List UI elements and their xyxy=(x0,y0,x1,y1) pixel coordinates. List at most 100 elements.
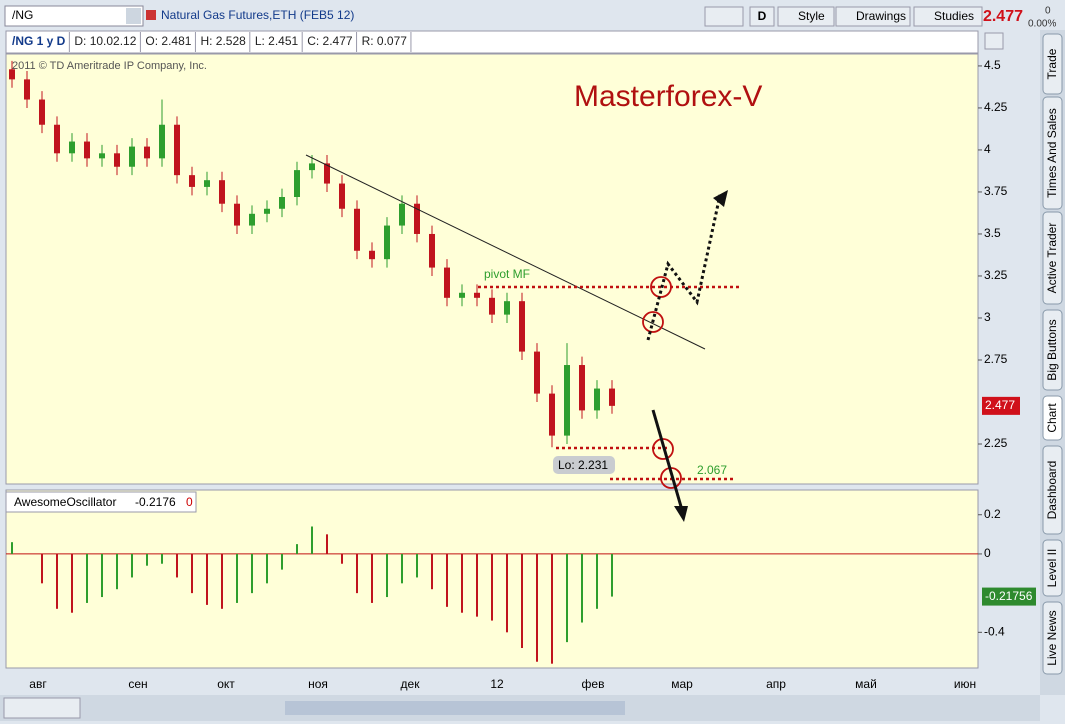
candle-body xyxy=(504,301,510,315)
y-tick-label: 3.75 xyxy=(984,184,1008,198)
period: D xyxy=(758,9,767,23)
target-label: 2.067 xyxy=(697,463,727,477)
candle-body xyxy=(579,365,585,411)
candle-body xyxy=(39,99,45,125)
candle-body xyxy=(534,351,540,394)
candle-body xyxy=(84,141,90,159)
candle-body xyxy=(414,203,420,234)
candle-body xyxy=(429,233,435,268)
info-field: O: 2.481 xyxy=(145,34,191,48)
period-button[interactable] xyxy=(749,6,775,27)
side-tab[interactable] xyxy=(1042,601,1063,675)
side-tab-label: Live News xyxy=(1045,610,1059,665)
candle-body xyxy=(594,388,600,411)
candle-body xyxy=(249,213,255,226)
candle-body xyxy=(24,79,30,100)
info-field: H: 2.528 xyxy=(200,34,246,48)
button-label: Style xyxy=(798,9,825,23)
toolbar-button[interactable] xyxy=(835,6,911,27)
trend-line xyxy=(305,154,706,350)
candle-body xyxy=(339,183,345,209)
side-tab[interactable] xyxy=(1042,395,1063,441)
y-tick-label: 2.75 xyxy=(984,352,1008,366)
side-tab[interactable] xyxy=(1042,539,1063,597)
info-field: R: 0.077 xyxy=(362,34,408,48)
symbol-box[interactable] xyxy=(4,5,144,27)
x-label: фев xyxy=(582,677,605,691)
candle-body xyxy=(519,301,525,352)
side-tab-label: Active Trader xyxy=(1045,223,1059,294)
candle-body xyxy=(384,225,390,260)
candle-body xyxy=(369,250,375,260)
y-tick-label: 3 xyxy=(984,310,991,324)
toolbar-button[interactable] xyxy=(777,6,835,27)
candle-body xyxy=(144,146,150,159)
info-field: L: 2.451 xyxy=(255,34,299,48)
toolbar-button[interactable] xyxy=(913,6,983,27)
x-label: май xyxy=(855,677,877,691)
candle-body xyxy=(234,203,240,226)
change-pct: 0.00% xyxy=(1028,19,1056,30)
last-price: 2.477 xyxy=(983,8,1023,25)
osc-last-label: -0.21756 xyxy=(985,589,1033,603)
side-tab[interactable] xyxy=(1042,33,1063,95)
candle-body xyxy=(444,267,450,298)
candle-body xyxy=(69,141,75,154)
side-tab-label: Dashboard xyxy=(1045,461,1059,520)
arrow-head xyxy=(713,190,728,207)
candle-body xyxy=(294,170,300,197)
tool-buttons[interactable] xyxy=(704,6,744,27)
osc-value: -0.2176 xyxy=(135,495,176,509)
info-bar xyxy=(5,30,979,54)
low-label: Lo: 2.231 xyxy=(558,458,608,472)
side-tab[interactable] xyxy=(1042,309,1063,391)
candle-body xyxy=(159,124,165,159)
last-label: 2.477 xyxy=(985,398,1015,412)
info-field: /NG 1 y D xyxy=(12,34,66,48)
change: 0 xyxy=(1045,6,1051,17)
watermark: Masterforex-V xyxy=(574,80,762,113)
side-tab[interactable] xyxy=(1042,445,1063,535)
side-tab[interactable] xyxy=(1042,96,1063,210)
zoom-buttons[interactable] xyxy=(3,697,81,719)
forecast-up xyxy=(646,194,722,341)
chart-icon[interactable] xyxy=(984,32,1004,50)
side-tab-label: Trade xyxy=(1045,48,1059,79)
y-tick-label: 4.25 xyxy=(984,100,1008,114)
side-tab[interactable] xyxy=(1042,211,1063,305)
button-label: Studies xyxy=(934,9,974,23)
candle-body xyxy=(459,292,465,298)
side-tab-label: Chart xyxy=(1045,403,1059,433)
x-label: авг xyxy=(29,677,47,691)
pivot-label: pivot MF xyxy=(484,267,530,281)
candle-body xyxy=(174,124,180,176)
osc-last-box xyxy=(982,587,1036,606)
x-label: дек xyxy=(401,677,421,691)
arrow-head xyxy=(674,506,688,522)
low-box xyxy=(553,456,615,474)
x-label: сен xyxy=(128,677,147,691)
x-label: окт xyxy=(217,677,235,691)
x-label: апр xyxy=(766,677,786,691)
candle-body xyxy=(114,153,120,167)
candle-body xyxy=(354,208,360,251)
scrollbar-thumb[interactable] xyxy=(285,701,625,715)
x-label: июн xyxy=(954,677,976,691)
circles xyxy=(642,276,682,489)
candle-body xyxy=(54,124,60,154)
info-field: D: 10.02.12 xyxy=(74,34,136,48)
osc-name: AwesomeOscillator xyxy=(14,495,116,509)
candle-body xyxy=(324,163,330,184)
candle-body xyxy=(219,180,225,204)
candle-body xyxy=(189,175,195,187)
dropdown[interactable] xyxy=(126,8,141,24)
candle-body xyxy=(279,196,285,209)
candle-body xyxy=(99,153,105,159)
x-label: 12 xyxy=(490,677,504,691)
candle-body xyxy=(264,208,270,214)
icon xyxy=(146,10,156,20)
candle-body xyxy=(609,388,615,406)
info-field: C: 2.477 xyxy=(307,34,353,48)
price-panel xyxy=(5,53,979,485)
